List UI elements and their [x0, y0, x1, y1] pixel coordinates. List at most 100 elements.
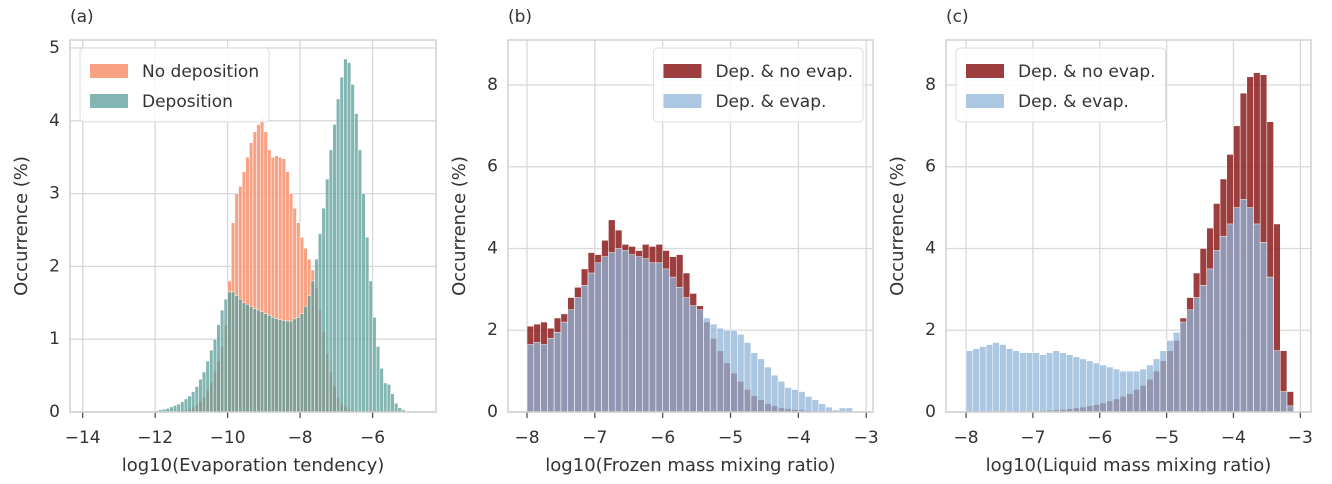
histogram-bar	[390, 393, 395, 413]
legend-box	[652, 47, 864, 123]
y-tick-label: 1	[49, 329, 60, 349]
histogram-bar	[307, 295, 312, 413]
y-tick-label: 0	[925, 402, 936, 422]
histogram-bar	[750, 352, 758, 413]
x-tick-label: −4	[1221, 428, 1246, 448]
panel-title: (c)	[946, 7, 969, 27]
legend-label: Dep. & no evap.	[715, 62, 853, 82]
histogram-bar	[278, 319, 283, 413]
histogram-bar	[628, 254, 636, 413]
histogram-bar	[723, 329, 731, 413]
histogram-bar	[1173, 332, 1181, 413]
histogram-bar	[1166, 340, 1174, 413]
histogram-bar	[1246, 207, 1254, 413]
y-tick-label: 2	[487, 320, 498, 340]
histogram-bar	[1019, 352, 1027, 413]
x-axis-label: log10(Frozen mass mixing ratio)	[545, 455, 835, 476]
histogram-bar	[314, 258, 319, 413]
histogram-bar	[336, 98, 341, 413]
y-tick-label: 5	[49, 38, 60, 58]
histogram-bar	[743, 342, 752, 413]
y-tick-label: 8	[925, 75, 936, 95]
histogram-bar	[703, 317, 711, 413]
legend: Dep. & no evap. Dep. & evap.	[652, 47, 864, 123]
histogram-bar	[581, 285, 589, 413]
histogram-bar	[317, 233, 323, 413]
y-tick-label: 6	[487, 157, 498, 177]
x-tick-label: −3	[854, 428, 879, 448]
histogram-bar	[198, 378, 203, 413]
histogram-bar	[169, 406, 174, 413]
histogram-bar	[1139, 368, 1147, 413]
histogram-bar	[716, 327, 724, 413]
panel: (c) 0 2 4 6 8 −8 −7 −6 −5 −4 −3 log10(Liquid mass mi…	[887, 7, 1313, 476]
legend-label: Dep. & evap.	[1018, 92, 1129, 112]
histogram-bar	[560, 321, 568, 413]
histogram-bar	[325, 178, 330, 413]
histogram-bar	[252, 308, 257, 413]
y-tick-label: 2	[925, 320, 936, 340]
histogram-bar	[1132, 370, 1141, 413]
histogram-bar	[386, 384, 391, 413]
histogram-bar	[770, 374, 779, 413]
histogram-bar	[270, 317, 275, 413]
histogram-bar	[191, 391, 196, 413]
legend-box	[955, 47, 1167, 123]
histogram-bar	[533, 342, 541, 413]
histogram-bar	[567, 309, 575, 413]
histogram-bar	[332, 124, 337, 413]
histogram-bar	[1086, 360, 1094, 413]
y-axis-label: Occurrence (%)	[887, 156, 908, 296]
x-tick-label: −5	[718, 428, 743, 448]
histogram-bar	[180, 401, 185, 413]
histogram-bar	[354, 113, 359, 413]
histogram-bar	[682, 297, 691, 413]
histogram-bar	[209, 349, 214, 413]
histogram-bar	[285, 320, 290, 413]
x-tick-label: −6	[650, 428, 675, 448]
panel-title: (b)	[508, 7, 532, 27]
histogram-bar	[256, 309, 261, 413]
histogram-bar	[394, 403, 399, 413]
histogram-bar	[238, 298, 243, 413]
legend-label: Dep. & evap.	[715, 92, 826, 112]
histogram-bar	[173, 405, 178, 413]
histogram-bar	[176, 403, 181, 413]
histogram-bar	[791, 389, 799, 413]
histogram-bar	[202, 371, 207, 413]
histogram-bar	[999, 344, 1007, 413]
histogram-bar	[798, 391, 806, 413]
histogram-bar	[303, 306, 308, 413]
histogram-bar	[183, 398, 189, 413]
histogram-bar	[267, 314, 272, 413]
legend-label: Dep. & no evap.	[1018, 62, 1156, 82]
histogram-bar	[1273, 350, 1281, 413]
y-tick-label: 3	[49, 184, 60, 204]
histogram-bar	[1213, 250, 1221, 413]
x-tick-label: −3	[1288, 428, 1313, 448]
x-tick-label: −7	[1020, 428, 1045, 448]
histogram-bar	[1039, 354, 1047, 413]
plot-frame	[69, 39, 437, 413]
histogram-bar	[764, 366, 772, 413]
histogram-bar	[1025, 352, 1034, 413]
histogram-bar	[1226, 223, 1234, 413]
histogram-bar	[357, 149, 362, 413]
histogram-bar	[1059, 352, 1067, 413]
histogram-bar	[1112, 368, 1121, 413]
histogram-bar	[979, 346, 987, 413]
histogram-bar	[676, 287, 684, 413]
x-axis-label: log10(Evaporation tendency)	[122, 455, 385, 476]
histogram-bar	[1012, 350, 1020, 413]
histogram-bar	[1079, 358, 1087, 413]
histogram-bar	[608, 252, 616, 413]
histogram-bar	[223, 298, 228, 413]
histogram-bar	[648, 262, 657, 413]
histogram-bar	[372, 317, 377, 413]
histogram-bar	[245, 304, 250, 413]
histogram-bar	[346, 62, 352, 413]
histogram-bar	[1233, 207, 1241, 413]
histogram-bar	[288, 320, 294, 413]
histogram-bar	[662, 268, 670, 413]
